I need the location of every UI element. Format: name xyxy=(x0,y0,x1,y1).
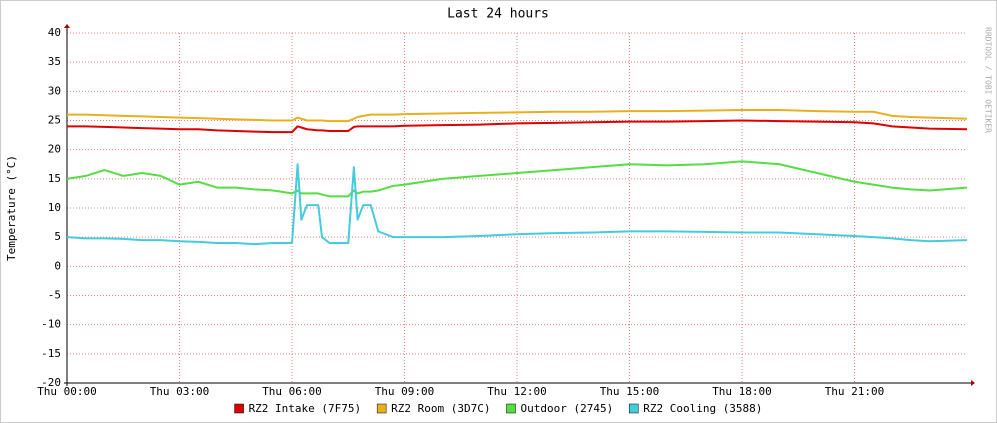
x-tick-label: Thu 03:00 xyxy=(150,385,210,398)
y-tick-label: 40 xyxy=(48,26,61,39)
y-tick-label: 10 xyxy=(48,201,61,214)
axis-arrow xyxy=(971,380,975,386)
y-tick-label: -5 xyxy=(48,289,61,302)
y-tick-label: -20 xyxy=(41,376,61,389)
legend-swatch xyxy=(628,403,639,414)
x-tick-label: Thu 18:00 xyxy=(712,385,772,398)
x-tick-label: Thu 15:00 xyxy=(600,385,660,398)
x-tick-label: Thu 09:00 xyxy=(375,385,435,398)
legend-swatch xyxy=(506,403,516,414)
y-tick-label: 30 xyxy=(48,84,61,97)
x-tick-label: Thu 06:00 xyxy=(262,385,322,398)
y-tick-label: 0 xyxy=(54,259,61,272)
x-tick-label: Thu 12:00 xyxy=(487,385,547,398)
y-tick-label: 25 xyxy=(48,114,61,127)
series-line xyxy=(67,109,968,123)
y-axis-label: Temperature (°C) xyxy=(5,155,18,261)
y-tick-label: 15 xyxy=(48,172,61,185)
y-tick-label: 35 xyxy=(48,55,61,68)
legend-swatch xyxy=(234,403,244,414)
legend-label: Outdoor (2745) xyxy=(521,402,614,415)
series-line xyxy=(67,119,968,134)
axis-arrow xyxy=(64,24,70,28)
legend-label: RZ2 Intake (7F75) xyxy=(249,402,362,415)
legend-label: RZ2 Room (3D7C) xyxy=(391,402,490,415)
series-line xyxy=(66,163,968,246)
watermark: RRDTOOL / TOBI OETIKER xyxy=(984,27,993,133)
legend-swatch xyxy=(376,403,387,414)
chart-title: Last 24 hours xyxy=(447,7,549,22)
x-tick-label: Thu 00:00 xyxy=(37,385,97,398)
y-tick-label: 5 xyxy=(54,230,61,243)
series-line xyxy=(66,160,968,198)
legend-label: RZ2 Cooling (3588) xyxy=(643,402,762,415)
x-tick-label: Thu 21:00 xyxy=(825,385,885,398)
y-tick-label: -15 xyxy=(41,347,61,360)
y-tick-label: -10 xyxy=(41,318,61,331)
y-tick-label: 20 xyxy=(48,143,61,156)
